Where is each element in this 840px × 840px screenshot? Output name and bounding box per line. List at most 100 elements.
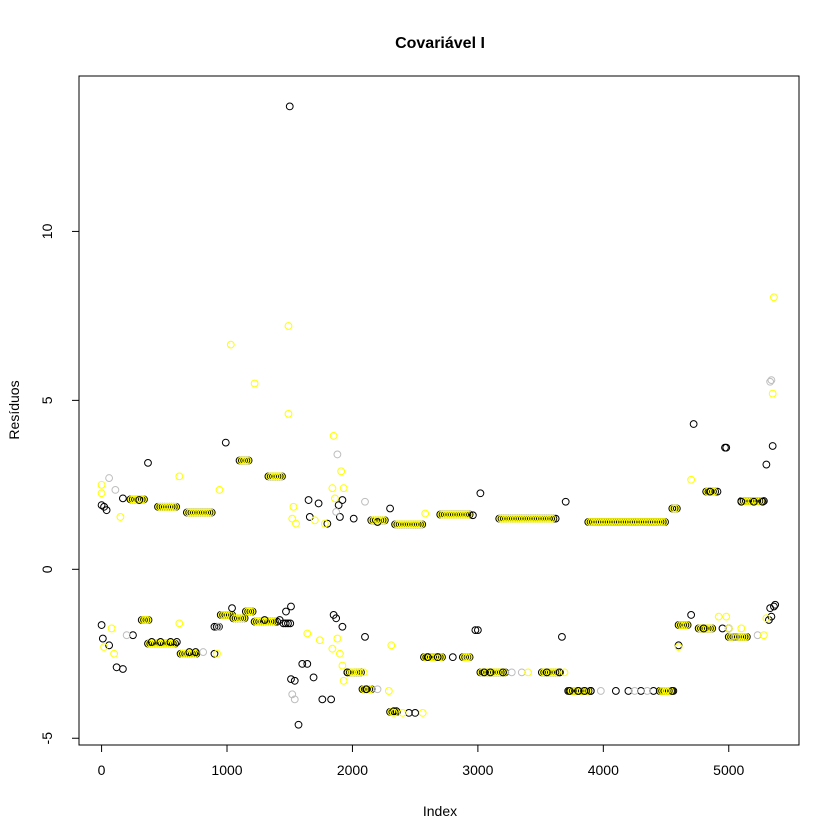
- data-point: [550, 668, 559, 677]
- data-point: [713, 487, 722, 496]
- data-point: [680, 621, 689, 629]
- data-point: [398, 709, 407, 717]
- data-point: [714, 612, 723, 621]
- data-point: [332, 614, 341, 623]
- y-tick-label: 0: [39, 565, 55, 573]
- data-point: [275, 616, 284, 624]
- data-point: [464, 653, 473, 662]
- data-point: [156, 638, 165, 646]
- data-point: [462, 653, 471, 662]
- y-axis-label: Resíduos: [6, 380, 22, 439]
- data-point: [284, 322, 293, 330]
- data-point: [328, 484, 337, 493]
- data-point: [139, 616, 147, 624]
- data-point: [290, 695, 299, 704]
- data-point: [333, 634, 342, 643]
- data-point: [97, 489, 106, 498]
- data-point: [464, 510, 473, 519]
- data-point: [480, 668, 489, 677]
- data-point: [389, 709, 398, 717]
- data-point: [168, 502, 177, 511]
- data-point: [411, 709, 420, 717]
- y-tick-label: 5: [39, 396, 55, 404]
- data-point: [657, 518, 666, 526]
- data-point: [122, 631, 131, 640]
- x-tick-label: 0: [98, 762, 106, 778]
- data-point: [565, 687, 574, 695]
- data-point: [144, 458, 152, 467]
- data-point: [349, 514, 358, 523]
- data-point: [336, 513, 344, 521]
- data-point: [210, 622, 219, 631]
- data-point: [351, 668, 360, 677]
- data-point: [265, 617, 274, 626]
- data-point: [339, 484, 348, 493]
- data-point: [433, 653, 442, 662]
- data-point: [649, 687, 658, 695]
- data-point: [758, 497, 767, 506]
- data-point: [524, 668, 532, 677]
- data-point: [404, 709, 413, 717]
- y-tick-label: -5: [39, 732, 55, 745]
- data-point: [662, 687, 670, 695]
- data-point: [166, 502, 175, 511]
- data-point: [277, 472, 285, 481]
- data-point: [741, 632, 750, 641]
- data-point: [546, 514, 555, 523]
- data-point: [239, 456, 247, 465]
- data-point: [334, 501, 343, 510]
- data-point: [722, 443, 731, 452]
- data-point: [460, 510, 468, 519]
- data-point: [364, 685, 373, 694]
- data-point: [460, 653, 468, 662]
- data-point: [97, 480, 106, 489]
- data-point: [100, 643, 108, 651]
- data-point: [213, 649, 221, 658]
- chart-title: Covariável I: [395, 35, 485, 52]
- data-point: [328, 644, 337, 653]
- data-point: [702, 624, 711, 633]
- data-point: [329, 431, 338, 440]
- x-axis-label: Index: [423, 803, 457, 819]
- data-point: [323, 519, 332, 528]
- data-point: [362, 685, 371, 694]
- data-point: [135, 496, 144, 504]
- data-point: [551, 514, 560, 523]
- data-point: [724, 624, 733, 633]
- data-point: [611, 687, 620, 695]
- data-point: [166, 638, 175, 646]
- data-point: [336, 649, 344, 658]
- data-point: [281, 619, 290, 628]
- data-point: [111, 486, 120, 494]
- data-point: [139, 495, 147, 504]
- data-point: [288, 690, 297, 699]
- data-point: [771, 600, 780, 609]
- data-point: [418, 709, 427, 717]
- data-point: [384, 687, 393, 695]
- data-point: [189, 649, 198, 658]
- x-tick-label: 4000: [588, 762, 619, 778]
- data-point: [373, 685, 382, 694]
- data-point: [699, 624, 708, 633]
- data-point: [338, 496, 347, 504]
- data-point: [767, 376, 776, 384]
- data-point: [98, 634, 107, 643]
- data-point: [191, 648, 200, 656]
- data-point: [706, 487, 714, 496]
- data-point: [337, 467, 346, 476]
- data-point: [245, 607, 254, 616]
- data-point: [473, 626, 482, 635]
- data-point: [338, 622, 347, 631]
- data-point: [215, 486, 224, 494]
- data-point: [102, 506, 111, 515]
- data-point: [386, 504, 394, 513]
- data-point: [294, 720, 303, 729]
- data-point: [222, 611, 231, 619]
- data-point: [172, 638, 181, 646]
- data-point: [247, 607, 256, 616]
- x-tick-label: 1000: [211, 762, 242, 778]
- data-point: [243, 607, 251, 616]
- data-point: [361, 497, 369, 506]
- data-point: [97, 501, 106, 510]
